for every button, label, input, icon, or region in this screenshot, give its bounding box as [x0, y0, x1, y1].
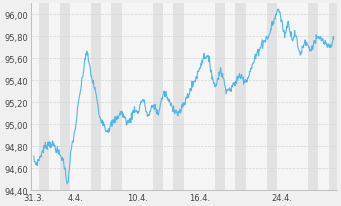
Bar	[112, 4, 122, 190]
Bar	[91, 4, 101, 190]
Bar	[39, 4, 49, 190]
Bar	[308, 4, 318, 190]
Bar	[267, 4, 277, 190]
Bar	[215, 4, 225, 190]
Bar	[174, 4, 184, 190]
Bar	[60, 4, 70, 190]
Bar	[329, 4, 337, 190]
Bar	[153, 4, 163, 190]
Bar	[236, 4, 246, 190]
